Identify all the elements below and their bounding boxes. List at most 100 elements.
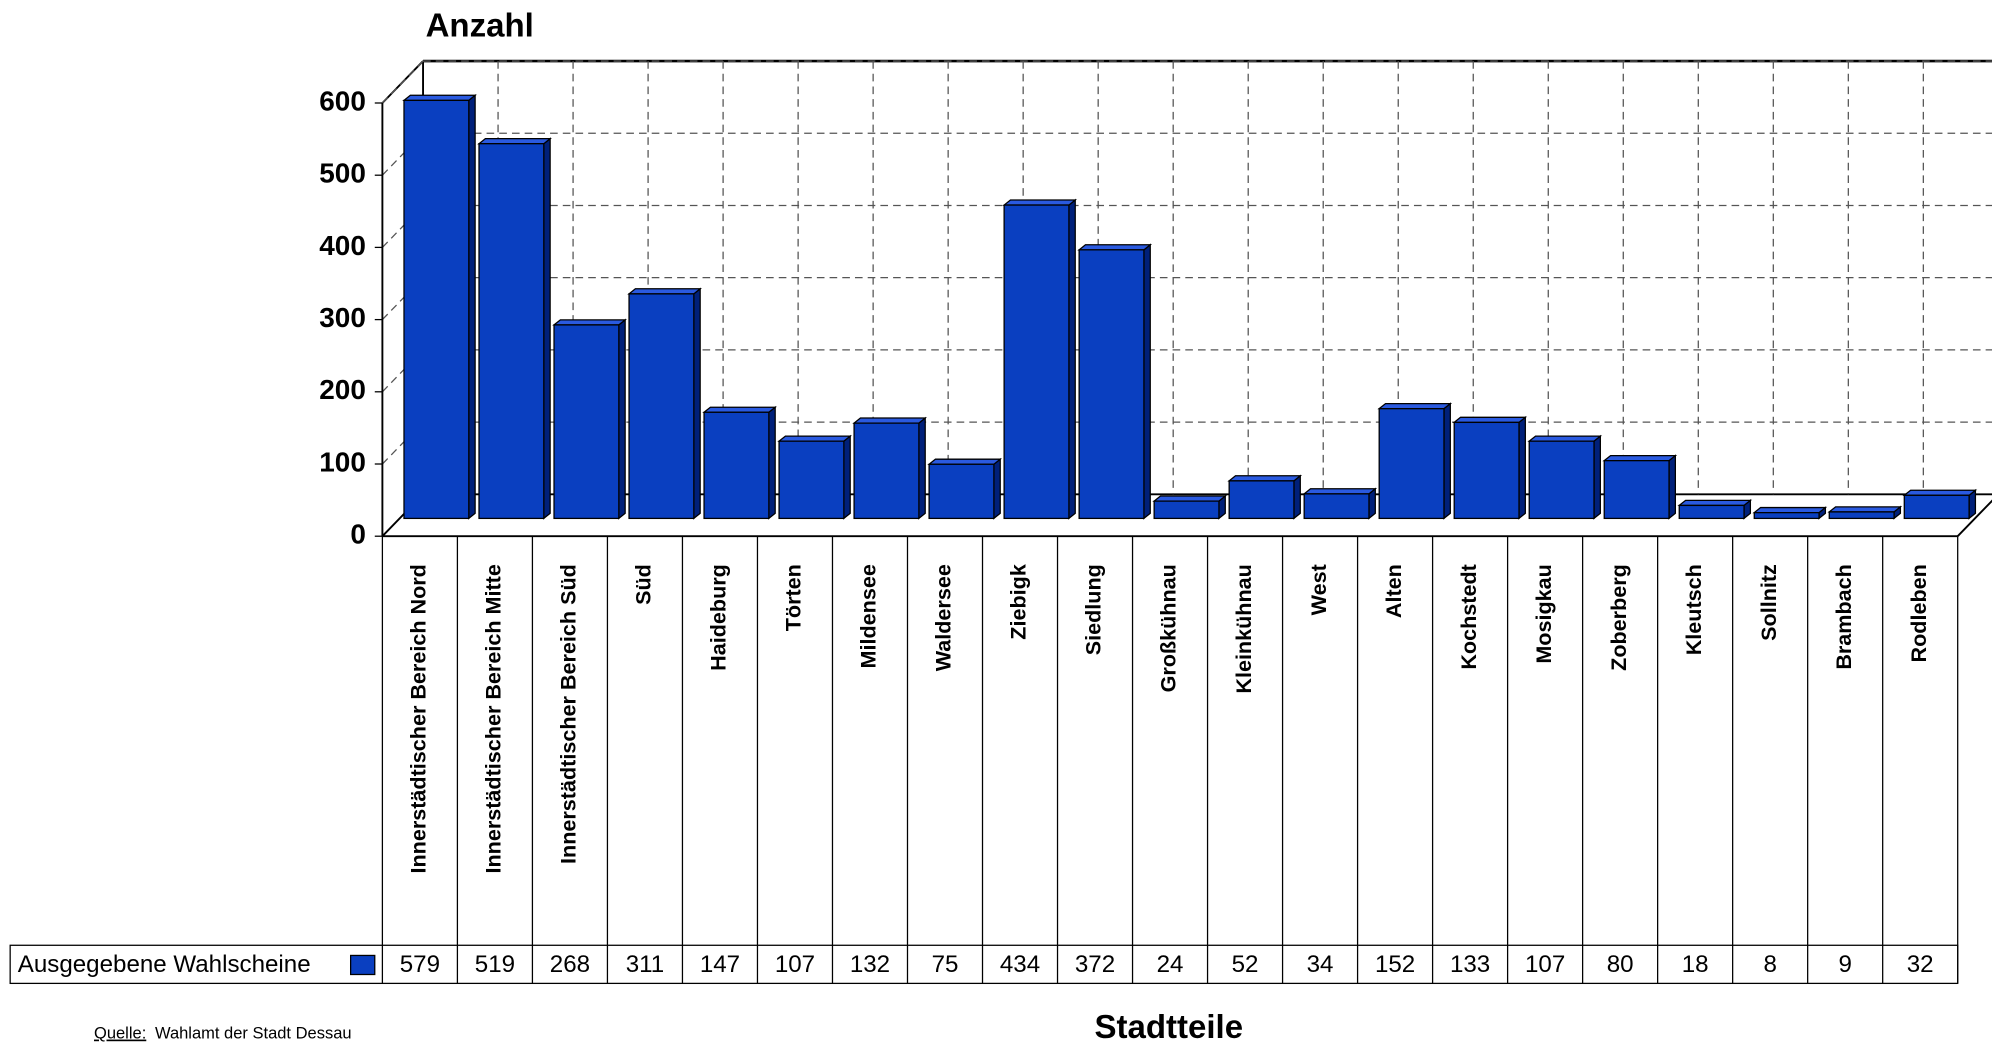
y-tick-label: 500 (319, 158, 366, 189)
bar-top (1827, 506, 1903, 513)
x-tick-label: Haideburg (706, 564, 731, 671)
bar-top (1677, 499, 1753, 507)
value-label: 132 (850, 951, 890, 978)
bar-top (402, 94, 477, 102)
value-label: 579 (400, 951, 440, 978)
bar-side (993, 457, 1001, 520)
x-tick-label: Süd (631, 564, 656, 605)
value-label: 434 (1000, 951, 1040, 978)
bar-top (1077, 244, 1153, 251)
x-tick-label: Siedlung (1081, 564, 1106, 655)
value-label: 75 (932, 951, 959, 978)
bar (1003, 204, 1070, 520)
bar (1528, 440, 1595, 520)
bar-top (1452, 416, 1528, 424)
bar (853, 422, 920, 520)
bar-side (1668, 454, 1677, 520)
bar-top (702, 406, 778, 413)
bar-side (918, 416, 926, 520)
bar (1603, 460, 1670, 520)
bar-top (777, 435, 853, 442)
bar-top (1002, 199, 1078, 206)
bar-top (1902, 489, 1978, 496)
x-tick-label: Kochstedt (1456, 564, 1481, 670)
y-tick-label: 300 (319, 302, 366, 333)
x-axis-label: Stadtteile (1094, 1008, 1243, 1045)
bar (403, 99, 470, 520)
bar (1753, 512, 1820, 520)
value-label: 133 (1450, 951, 1490, 978)
value-label: 311 (626, 951, 664, 978)
bar-top (1377, 402, 1453, 410)
value-label: 372 (1075, 951, 1115, 978)
bar (478, 143, 545, 520)
bar-top (1227, 475, 1303, 482)
value-label: 80 (1607, 951, 1634, 978)
bar-side (1293, 474, 1301, 520)
bar-side (693, 287, 701, 520)
bar (1903, 494, 1970, 520)
bar-top (1302, 488, 1378, 495)
bar-side (618, 318, 626, 520)
x-tick-label: Mildensee (856, 564, 881, 668)
bar-top (1752, 506, 1828, 514)
value-label: 32 (1907, 951, 1934, 978)
x-tick-label: Zoberberg (1606, 564, 1631, 671)
x-tick-label: Mosigkau (1531, 564, 1556, 664)
value-label: 107 (1525, 951, 1565, 978)
bar-side (1443, 402, 1451, 520)
source-label: Quelle: (94, 1025, 146, 1043)
y-tick-label: 400 (319, 230, 366, 261)
x-tick-label: Sollnitz (1756, 564, 1781, 641)
bar (1078, 249, 1145, 520)
bar (1153, 500, 1220, 520)
bar-top (1602, 454, 1678, 462)
value-label: 24 (1157, 951, 1184, 978)
bar (1453, 421, 1520, 520)
x-tick-label: Ziebigk (1006, 563, 1031, 640)
grid-line (381, 205, 424, 248)
bar-side (1143, 243, 1151, 520)
chart-title: Anzahl (426, 7, 534, 44)
y-tick-label: 200 (319, 374, 366, 405)
bar-side (1068, 198, 1076, 520)
grid-line (381, 349, 424, 393)
value-label: 8 (1763, 951, 1776, 978)
x-tick-label: Alten (1381, 564, 1406, 618)
bar (553, 324, 620, 520)
value-label: 268 (550, 951, 590, 978)
x-tick-label: Kleinkühnau (1231, 564, 1256, 693)
x-tick-label: Innerstädtischer Bereich Nord (406, 564, 431, 873)
x-tick-label: Rodleben (1906, 564, 1931, 662)
bar-top (552, 319, 627, 326)
bar (1678, 504, 1745, 520)
x-tick-label: West (1306, 564, 1331, 615)
x-tick-label: Innerstädtischer Bereich Süd (556, 564, 581, 864)
bar (778, 440, 845, 520)
bar-top (1152, 495, 1228, 502)
value-label: 52 (1232, 951, 1259, 978)
bar (1828, 511, 1895, 520)
legend-label: Ausgegebene Wahlscheine (18, 951, 311, 978)
legend-swatch (349, 954, 376, 976)
bar (1228, 480, 1295, 520)
value-label: 34 (1307, 951, 1334, 978)
bar (628, 293, 695, 520)
value-label: 9 (1838, 951, 1851, 978)
value-label: 152 (1375, 951, 1415, 978)
bar-side (543, 137, 551, 520)
bar-side (468, 93, 476, 520)
bar-top (477, 137, 552, 145)
x-tick-label: Großkühnau (1156, 564, 1181, 692)
grid-line (381, 421, 424, 465)
bar (1303, 493, 1370, 520)
x-tick-label: Innerstädtischer Bereich Mitte (481, 564, 506, 873)
x-tick-label: Waldersee (931, 564, 956, 671)
y-tick-label: 600 (319, 85, 366, 116)
x-tick-label: Brambach (1831, 564, 1856, 670)
bar-top (627, 288, 702, 295)
y-tick-label: 100 (319, 446, 366, 477)
value-label: 147 (700, 951, 740, 978)
source: Wahlamt der Stadt Dessau (155, 1025, 352, 1043)
